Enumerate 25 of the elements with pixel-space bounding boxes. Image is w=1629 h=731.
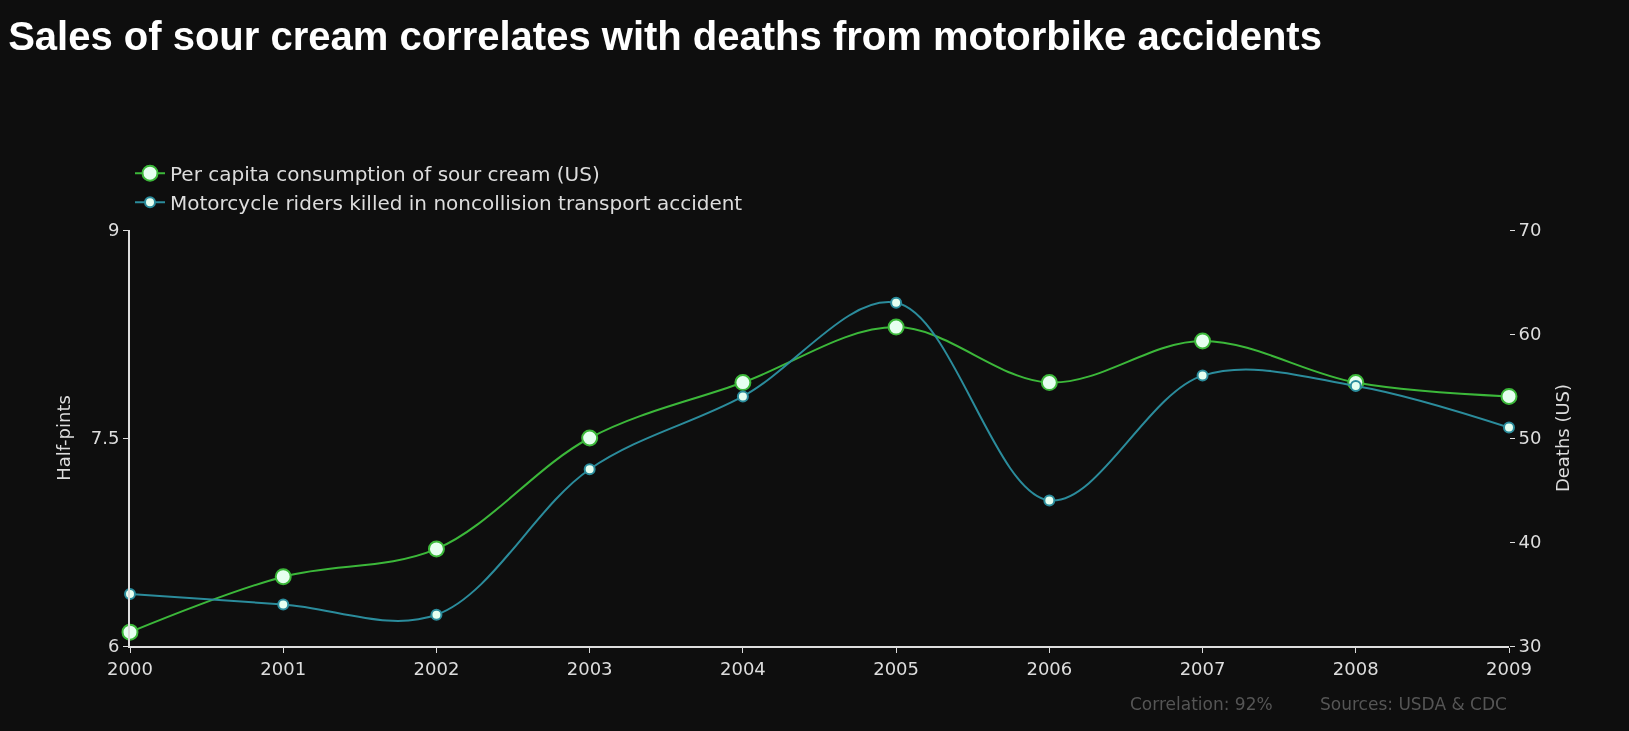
y-tick-label: 6 xyxy=(107,635,120,657)
y2-tick-label: 40 xyxy=(1518,531,1542,553)
y-axis-title: Half-pints xyxy=(53,395,75,481)
y2-axis-title: Deaths (US) xyxy=(1551,383,1573,493)
legend-label: Motorcycle riders killed in noncollision transport accident xyxy=(170,190,743,215)
x-tick-label: 2008 xyxy=(1332,657,1379,679)
x-tick-label: 2006 xyxy=(1026,657,1073,679)
y2-tick-label: 30 xyxy=(1518,635,1542,657)
y-tick-label: 9 xyxy=(107,219,120,241)
x-tick-label: 2007 xyxy=(1179,657,1226,679)
x-tick-label: 2003 xyxy=(566,657,613,679)
y2-tick-label: 70 xyxy=(1518,219,1542,241)
y2-tick-label: 60 xyxy=(1518,323,1542,345)
chart-title: Sales of sour cream correlates with deaths from motorbike accidents xyxy=(8,13,1322,58)
x-tick-label: 2002 xyxy=(413,657,460,679)
x-tick-label: 2005 xyxy=(873,657,920,679)
x-tick-label: 2000 xyxy=(107,657,153,679)
y-tick-label: 7.5 xyxy=(90,427,120,449)
x-tick-label: 2009 xyxy=(1486,657,1532,679)
x-tick-label: 2004 xyxy=(719,657,766,679)
text: Correlation: 92% xyxy=(1130,694,1273,714)
source-note: Sources: USDA & CDC xyxy=(1320,694,1507,714)
y2-tick-label: 50 xyxy=(1518,427,1542,449)
x-tick-label: 2001 xyxy=(260,657,307,679)
legend-label: Per capita consumption of sour cream (US) xyxy=(170,161,600,186)
